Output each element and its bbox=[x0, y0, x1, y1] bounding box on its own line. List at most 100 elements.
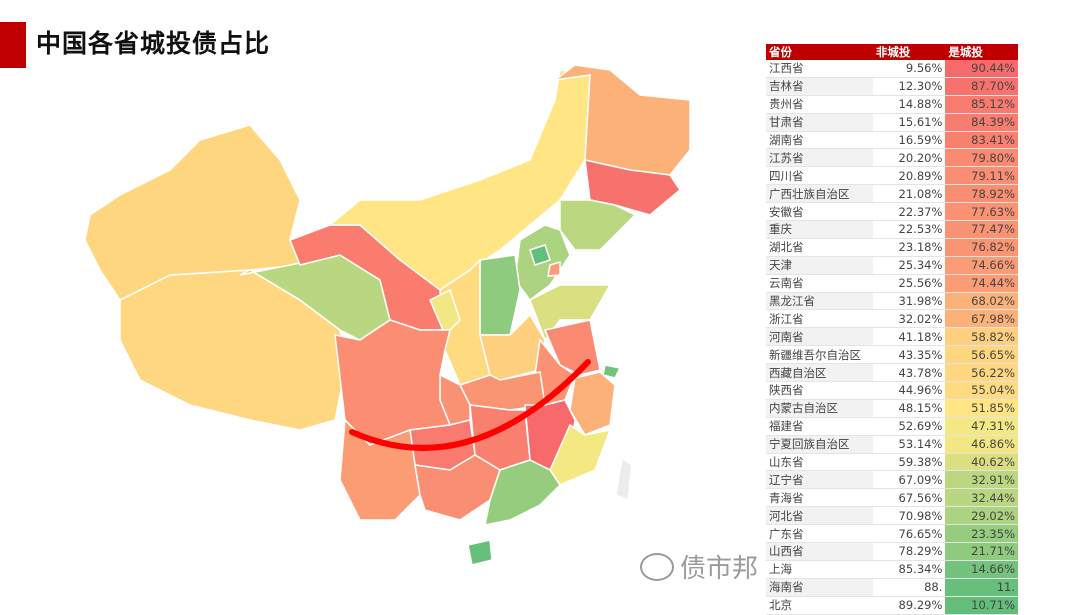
non-chengtou-cell: 22.37% bbox=[872, 202, 946, 222]
table-row: 陕西省 44.96% 55.04% bbox=[766, 381, 1018, 400]
province-region bbox=[602, 364, 622, 379]
watermark: 债市邦 bbox=[640, 548, 758, 585]
chengtou-cell: 21.71% bbox=[945, 542, 1018, 561]
non-chengtou-cell: 31.98% bbox=[872, 292, 946, 311]
non-chengtou-cell: 88. bbox=[872, 578, 946, 597]
province-cell: 陕西省 bbox=[766, 381, 873, 400]
province-cell: 河北省 bbox=[766, 506, 873, 526]
table-row: 宁夏回族自治区 53.14% 46.86% bbox=[766, 435, 1018, 454]
province-cell: 浙江省 bbox=[766, 309, 873, 329]
province-region bbox=[467, 539, 493, 566]
province-cell: 西藏自治区 bbox=[766, 363, 873, 383]
table-row: 黑龙江省 31.98% 68.02% bbox=[766, 292, 1018, 311]
non-chengtou-cell: 25.34% bbox=[872, 256, 946, 275]
province-cell: 黑龙江省 bbox=[766, 292, 873, 311]
chengtou-cell: 78.92% bbox=[945, 184, 1018, 204]
table-row: 山西省 78.29% 21.71% bbox=[766, 542, 1018, 561]
non-chengtou-cell: 23.18% bbox=[872, 238, 946, 257]
chengtou-cell: 14.66% bbox=[945, 560, 1018, 579]
province-region bbox=[479, 254, 521, 336]
non-chengtou-cell: 16.59% bbox=[872, 131, 946, 150]
non-chengtou-cell: 67.09% bbox=[872, 470, 946, 490]
table-row: 四川省 20.89% 79.11% bbox=[766, 166, 1018, 186]
non-chengtou-cell: 15.61% bbox=[872, 113, 946, 132]
chengtou-cell: 32.44% bbox=[945, 488, 1018, 508]
table-row: 福建省 52.69% 47.31% bbox=[766, 417, 1018, 436]
province-cell: 甘肃省 bbox=[766, 113, 873, 132]
table-row: 安徽省 22.37% 77.63% bbox=[766, 202, 1018, 222]
chengtou-cell: 87.70% bbox=[945, 77, 1018, 96]
table-row: 上海 85.34% 14.66% bbox=[766, 560, 1018, 579]
non-chengtou-cell: 43.35% bbox=[872, 345, 946, 365]
province-cell: 广东省 bbox=[766, 524, 873, 544]
non-chengtou-cell: 67.56% bbox=[872, 488, 946, 508]
non-chengtou-cell: 59.38% bbox=[872, 453, 946, 472]
province-cell: 青海省 bbox=[766, 488, 873, 508]
table-row: 浙江省 32.02% 67.98% bbox=[766, 309, 1018, 329]
chengtou-cell: 32.91% bbox=[945, 470, 1018, 490]
province-region bbox=[554, 64, 691, 176]
province-cell: 河南省 bbox=[766, 327, 873, 347]
chengtou-cell: 76.82% bbox=[945, 238, 1018, 257]
province-cell: 江西省 bbox=[766, 60, 873, 78]
non-chengtou-cell: 9.56% bbox=[872, 60, 946, 78]
table-row: 云南省 25.56% 74.44% bbox=[766, 274, 1018, 293]
highlight-arc bbox=[349, 359, 591, 451]
province-cell: 辽宁省 bbox=[766, 470, 873, 490]
province-region bbox=[547, 260, 561, 277]
province-region bbox=[484, 459, 561, 526]
province-cell: 吉林省 bbox=[766, 77, 873, 96]
chengtou-cell: 56.22% bbox=[945, 363, 1018, 383]
wechat-icon bbox=[640, 552, 674, 581]
non-chengtou-cell: 85.34% bbox=[872, 560, 946, 579]
province-cell: 天津 bbox=[766, 256, 873, 275]
chengtou-cell: 74.44% bbox=[945, 274, 1018, 293]
province-cell: 新疆维吾尔自治区 bbox=[766, 345, 873, 365]
table-row: 湖北省 23.18% 76.82% bbox=[766, 238, 1018, 257]
province-cell: 内蒙古自治区 bbox=[766, 399, 873, 418]
table-row: 河北省 70.98% 29.02% bbox=[766, 506, 1018, 526]
table-row: 北京 89.29% 10.71% bbox=[766, 596, 1018, 615]
chengtou-cell: 85.12% bbox=[945, 95, 1018, 114]
chengtou-cell: 51.85% bbox=[945, 399, 1018, 418]
table-row: 江西省 9.56% 90.44% bbox=[766, 60, 1018, 78]
table-row: 内蒙古自治区 48.15% 51.85% bbox=[766, 399, 1018, 418]
chengtou-cell: 90.44% bbox=[945, 60, 1018, 78]
non-chengtou-cell: 32.02% bbox=[872, 309, 946, 329]
chengtou-cell: 58.82% bbox=[945, 327, 1018, 347]
province-region bbox=[529, 244, 551, 266]
province-cell: 湖南省 bbox=[766, 131, 873, 150]
province-region bbox=[569, 371, 616, 436]
chengtou-cell: 77.47% bbox=[945, 220, 1018, 239]
chengtou-cell: 83.41% bbox=[945, 131, 1018, 150]
non-chengtou-cell: 43.78% bbox=[872, 363, 946, 383]
chengtou-cell: 79.80% bbox=[945, 148, 1018, 168]
header-chengtou: 是城投 bbox=[945, 44, 1018, 60]
province-cell: 四川省 bbox=[766, 166, 873, 186]
table-row: 贵州省 14.88% 85.12% bbox=[766, 95, 1018, 114]
non-chengtou-cell: 20.89% bbox=[872, 166, 946, 186]
chengtou-cell: 77.63% bbox=[945, 202, 1018, 222]
table-row: 青海省 67.56% 32.44% bbox=[766, 488, 1018, 508]
non-chengtou-cell: 44.96% bbox=[872, 381, 946, 400]
watermark-text: 债市邦 bbox=[680, 554, 759, 584]
province-cell: 海南省 bbox=[766, 578, 873, 597]
table-row: 甘肃省 15.61% 84.39% bbox=[766, 113, 1018, 132]
non-chengtou-cell: 89.29% bbox=[872, 596, 946, 615]
table-row: 吉林省 12.30% 87.70% bbox=[766, 77, 1018, 96]
page-title: 中国各省城投债占比 bbox=[36, 29, 271, 58]
table-row: 重庆 22.53% 77.47% bbox=[766, 220, 1018, 239]
non-chengtou-cell: 22.53% bbox=[872, 220, 946, 239]
table-row: 天津 25.34% 74.66% bbox=[766, 256, 1018, 275]
table-row: 广东省 76.65% 23.35% bbox=[766, 524, 1018, 544]
chengtou-cell: 23.35% bbox=[945, 524, 1018, 544]
province-cell: 安徽省 bbox=[766, 202, 873, 222]
non-chengtou-cell: 20.20% bbox=[872, 148, 946, 168]
table-row: 海南省 88. 11. bbox=[766, 578, 1018, 597]
chengtou-cell: 11. bbox=[945, 578, 1018, 597]
province-cell: 山西省 bbox=[766, 542, 873, 561]
non-chengtou-cell: 76.65% bbox=[872, 524, 946, 544]
header-province: 省份 bbox=[766, 44, 873, 60]
province-cell: 江苏省 bbox=[766, 148, 873, 168]
chengtou-cell: 10.71% bbox=[945, 596, 1018, 615]
